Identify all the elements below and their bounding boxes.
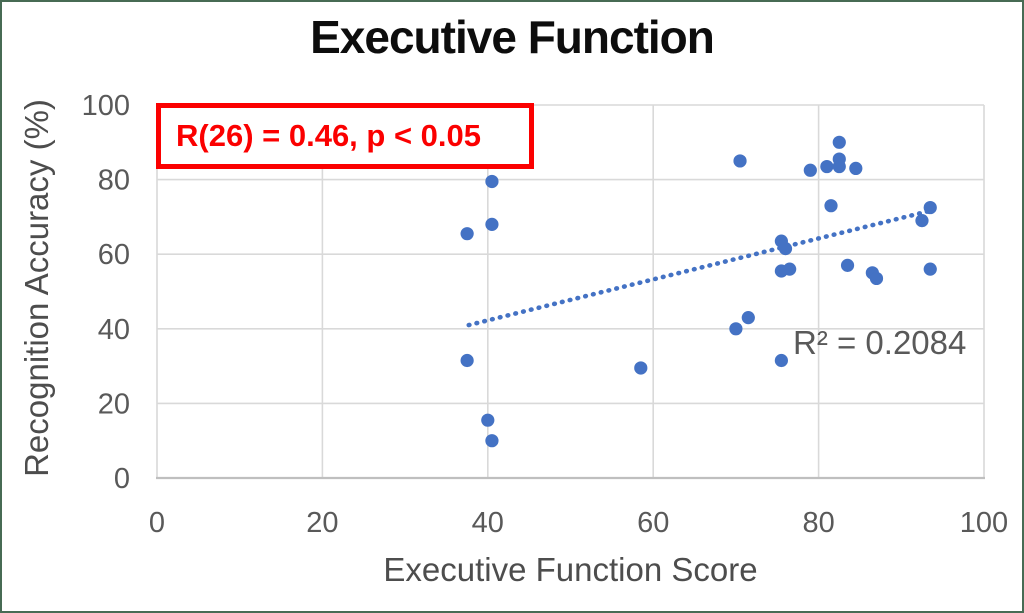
scatter-point — [803, 163, 817, 177]
scatter-point — [824, 199, 838, 213]
scatter-point — [485, 174, 499, 189]
stats-annotation-box: R(26) = 0.46, p < 0.05 — [156, 103, 534, 169]
y-tick-label: 60 — [98, 239, 130, 271]
y-axis-title: Recognition Accuracy (%) — [18, 99, 55, 477]
x-tick-label: 20 — [306, 507, 338, 539]
scatter-point — [741, 311, 755, 325]
scatter-point — [923, 262, 937, 276]
scatter-point — [729, 322, 743, 336]
stats-annotation-text: R(26) = 0.46, p < 0.05 — [176, 118, 482, 153]
y-tick-label: 80 — [98, 165, 130, 197]
x-tick-label: 100 — [960, 507, 1008, 539]
scatter-point — [923, 200, 937, 215]
y-tick-label: 40 — [98, 314, 130, 346]
scatter-point — [915, 214, 929, 228]
trendline — [466, 207, 936, 328]
y-tick-label: 0 — [114, 463, 130, 495]
scatter-point — [783, 262, 797, 276]
x-tick-label: 60 — [637, 507, 669, 539]
y-tick-label: 100 — [82, 90, 130, 122]
scatter-point — [481, 413, 495, 427]
scatter-point — [460, 227, 474, 241]
r-squared-label: R² = 0.2084 — [793, 324, 966, 361]
scatter-point — [460, 353, 474, 368]
scatter-point — [634, 361, 648, 375]
x-tick-label: 40 — [472, 507, 504, 539]
scatter-point — [733, 154, 747, 168]
scatter-point — [778, 242, 793, 256]
x-axis-title: Executive Function Score — [383, 551, 758, 588]
chart-title: Executive Function — [310, 11, 715, 63]
scatter-point — [832, 159, 846, 174]
scatter-point — [869, 271, 884, 286]
y-tick-label: 20 — [98, 388, 130, 420]
scatter-point — [832, 135, 846, 149]
scatter-point — [485, 217, 499, 231]
x-tick-label: 0 — [149, 507, 165, 539]
x-tick-label: 80 — [802, 507, 834, 539]
scatter-point — [820, 159, 834, 174]
scatter-point — [485, 434, 499, 448]
scatter-point — [849, 161, 863, 176]
scatter-point — [840, 258, 855, 272]
scatter-point — [774, 353, 788, 368]
